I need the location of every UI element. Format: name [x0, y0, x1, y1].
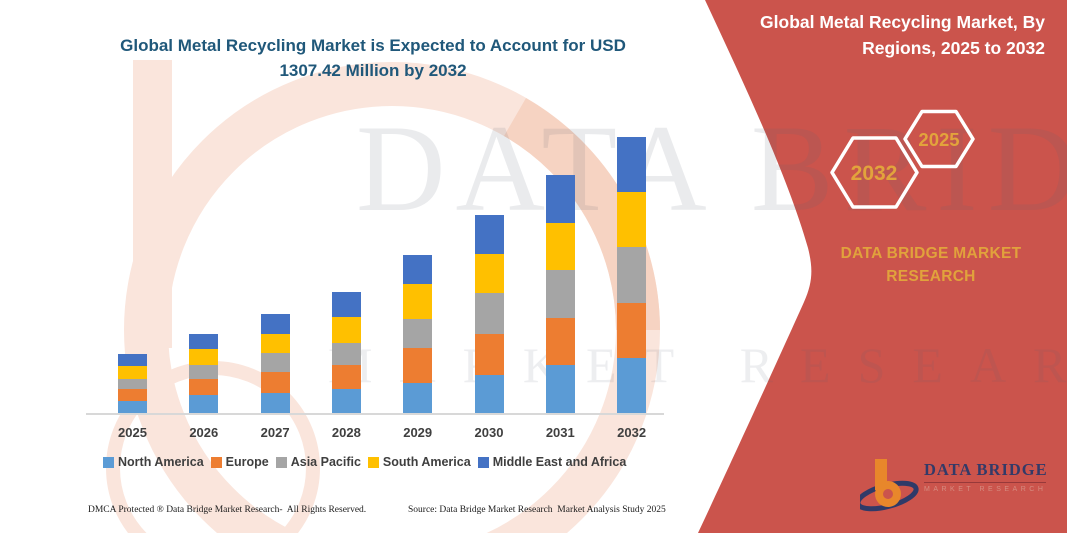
- bar-segment-north-america: [617, 358, 647, 413]
- legend-item: North America: [103, 455, 204, 469]
- legend-swatch: [275, 456, 287, 468]
- x-axis-label-2029: 2029: [403, 425, 433, 440]
- bar-segment-south-america: [474, 254, 504, 293]
- legend-swatch: [367, 456, 379, 468]
- legend-swatch: [210, 456, 222, 468]
- bar-segment-europe: [617, 303, 647, 358]
- bar-segment-asia-pacific: [403, 319, 433, 348]
- bar-segment-north-america: [331, 389, 361, 413]
- bar-segment-north-america: [189, 395, 219, 413]
- bar-segment-south-america: [118, 366, 147, 379]
- x-axis-label-2028: 2028: [331, 425, 361, 440]
- bar-segment-north-america: [118, 401, 147, 413]
- bar-segment-asia-pacific: [545, 270, 575, 318]
- footer-dmca: DMCA Protected ® Data Bridge Market Rese…: [88, 505, 367, 515]
- bar-segment-north-america: [403, 383, 433, 413]
- bar-segment-north-america: [545, 365, 575, 413]
- bar-segment-asia-pacific: [474, 293, 504, 334]
- x-axis-label-2025: 2025: [118, 425, 147, 440]
- legend-label: Asia Pacific: [290, 455, 361, 469]
- legend-label: Europe: [225, 455, 269, 469]
- bar-segment-middle-east-and-africa: [617, 137, 647, 192]
- bar-segment-south-america: [260, 334, 290, 353]
- bar-segment-middle-east-and-africa: [260, 314, 290, 334]
- dbmr-logo: DATA BRIDGE MARKET RESEARCH: [855, 452, 1065, 514]
- bar-segment-middle-east-and-africa: [545, 175, 575, 223]
- banner-heading: Global Metal Recycling Market, By Region…: [760, 12, 1045, 58]
- legend-label: North America: [118, 455, 204, 469]
- x-axis-line: [86, 413, 664, 415]
- legend-item: Middle East and Africa: [477, 455, 627, 469]
- page-title: Global Metal Recycling Market is Expecte…: [120, 36, 626, 80]
- bar-segment-europe: [331, 365, 361, 389]
- stacked-bar-2031: [545, 175, 575, 413]
- bar-segment-asia-pacific: [260, 353, 290, 372]
- legend-swatch: [103, 456, 114, 468]
- bar-segment-asia-pacific: [189, 365, 219, 379]
- x-axis-label-2032: 2032: [617, 425, 647, 440]
- dbmr-logo-b-icon: [855, 459, 919, 512]
- bar-segment-asia-pacific: [331, 343, 361, 365]
- chart-legend: North America Europe Asia Pacific South Ame…: [103, 455, 626, 469]
- stacked-bar-2032: [617, 137, 647, 413]
- legend-item: Europe: [210, 455, 269, 469]
- dbmr-logo-subtext: MARKET RESEARCH: [924, 482, 1046, 493]
- x-axis-label-2027: 2027: [260, 425, 290, 440]
- stacked-bar-2029: [403, 255, 433, 413]
- bar-segment-europe: [403, 348, 433, 383]
- bar-segment-south-america: [617, 192, 647, 247]
- bar-segment-south-america: [189, 349, 219, 365]
- bar-segment-middle-east-and-africa: [331, 292, 361, 317]
- stacked-bar-2026: [189, 334, 219, 413]
- stacked-bar-2027: [260, 314, 290, 413]
- x-axis-label-2031: 2031: [545, 425, 575, 440]
- brand-text: DATA BRIDGE MARKET RESEARCH: [840, 245, 1022, 285]
- bar-segment-europe: [260, 372, 290, 393]
- stacked-bar-2028: [331, 292, 361, 413]
- dbmr-logo-name: DATA BRIDGE: [924, 460, 1048, 479]
- bar-segment-north-america: [260, 393, 290, 413]
- bar-segment-europe: [118, 389, 147, 401]
- bar-segment-south-america: [331, 317, 361, 343]
- bar-segment-europe: [545, 318, 575, 365]
- footer-source: Source: Data Bridge Market Research Mark…: [408, 505, 666, 515]
- bar-segment-asia-pacific: [617, 247, 647, 303]
- bar-segment-south-america: [403, 284, 433, 319]
- x-axis-label-2030: 2030: [474, 425, 504, 440]
- bar-segment-europe: [474, 334, 504, 375]
- bar-segment-middle-east-and-africa: [474, 215, 504, 254]
- bar-segment-middle-east-and-africa: [189, 334, 219, 349]
- bar-segment-north-america: [474, 375, 504, 413]
- stacked-bar-2030: [474, 215, 504, 413]
- legend-label: South America: [382, 455, 471, 469]
- bar-segment-europe: [189, 379, 219, 395]
- stacked-bar-2025: [118, 354, 147, 413]
- legend-item: South America: [367, 455, 471, 469]
- legend-swatch: [477, 456, 489, 468]
- legend-label: Middle East and Africa: [492, 455, 627, 469]
- bar-segment-middle-east-and-africa: [403, 255, 433, 284]
- bar-segment-asia-pacific: [118, 379, 147, 389]
- x-axis-label-2026: 2026: [189, 425, 219, 440]
- bar-segment-middle-east-and-africa: [118, 354, 147, 366]
- legend-item: Asia Pacific: [275, 455, 361, 469]
- bar-segment-south-america: [545, 223, 575, 270]
